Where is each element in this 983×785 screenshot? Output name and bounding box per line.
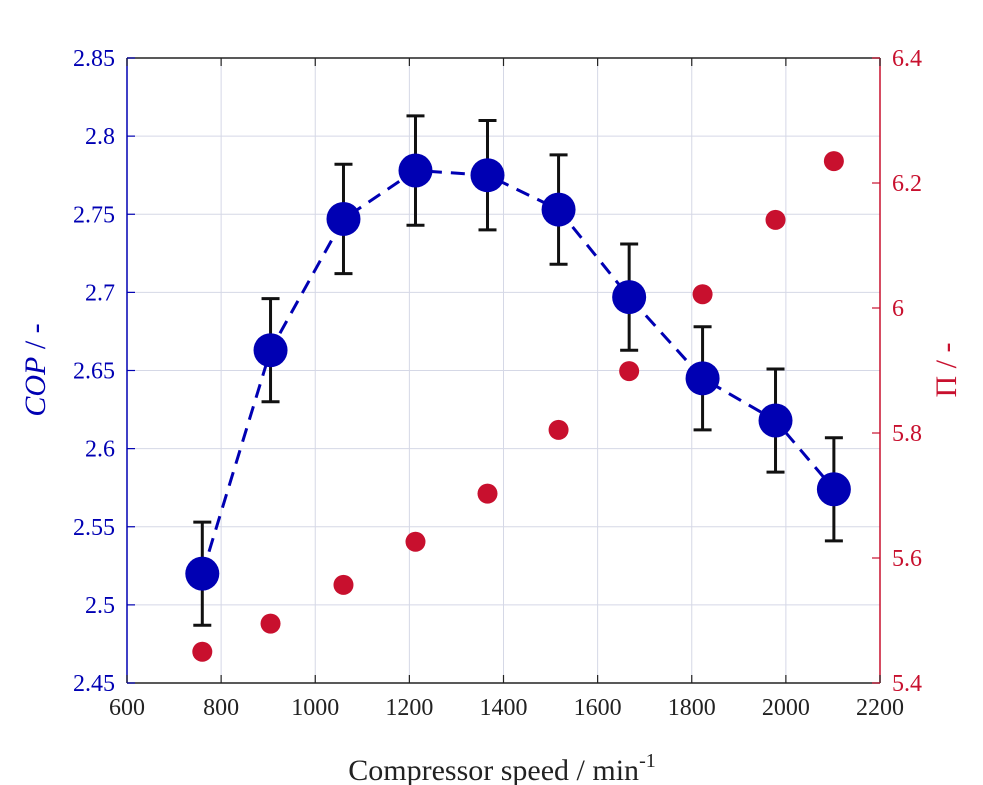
y-axis-right-label: Π / - [930,343,963,398]
axis-labels: Compressor speed / min-1 COP / - Π / - [19,323,963,785]
y-right-tick-label: 5.4 [892,671,922,697]
y-axis-left-label: COP / - [19,323,52,416]
cop-point [816,472,851,507]
pi-point [823,151,844,172]
pi-point [192,641,213,662]
x-tick-label: 2000 [762,695,810,721]
cop-point [541,192,576,227]
y-left-tick-label: 2.8 [85,124,115,150]
y-left-tick-label: 2.5 [85,593,115,619]
cop-point [470,158,505,193]
pi-point [692,284,713,305]
pi-point [333,574,354,595]
y-left-tick-label: 2.85 [73,46,115,72]
pi-point [548,419,569,440]
cop-point [612,280,647,315]
y-left-tick-label: 2.6 [85,437,115,463]
axes [126,57,881,684]
y-right-tick-label: 5.8 [892,421,922,447]
y-left-tick-label: 2.75 [73,202,115,228]
x-tick-label: 1400 [480,695,528,721]
x-tick-label: 1800 [668,695,716,721]
x-tick-label: 2200 [856,695,904,721]
pi-point [619,361,640,382]
data-series [185,114,851,662]
x-tick-label: 1600 [574,695,622,721]
y-right-tick-label: 6.4 [892,46,922,72]
x-tick-label: 600 [109,695,145,721]
y-left-tick-label: 2.65 [73,359,115,385]
y-left-tick-label: 2.45 [73,671,115,697]
tick-labels: 600 800 1000 1200 1400 1600 1800 2000 2200 2.45 2.… [73,46,922,721]
cop-point [185,556,220,591]
x-tick-label: 1000 [291,695,339,721]
y-left-tick-label: 2.55 [73,515,115,541]
pi-point [260,613,281,634]
cop-point [758,403,793,438]
grid-lines [126,57,881,684]
x-axis-label: Compressor speed / min-1 [348,750,655,785]
y-right-tick-label: 5.6 [892,546,922,572]
x-tick-label: 1200 [385,695,433,721]
cop-dashed-line [200,168,836,575]
cop-point [685,361,720,396]
y-right-tick-label: 6.2 [892,171,922,197]
pi-point [477,483,498,504]
y-left-tick-label: 2.7 [85,280,115,306]
y-right-tick-label: 6 [892,296,904,322]
pi-point [765,209,786,230]
pi-point [405,531,426,552]
cop-point [326,201,361,236]
x-tick-label: 800 [203,695,239,721]
cop-point [253,333,288,368]
cop-point [398,153,433,188]
